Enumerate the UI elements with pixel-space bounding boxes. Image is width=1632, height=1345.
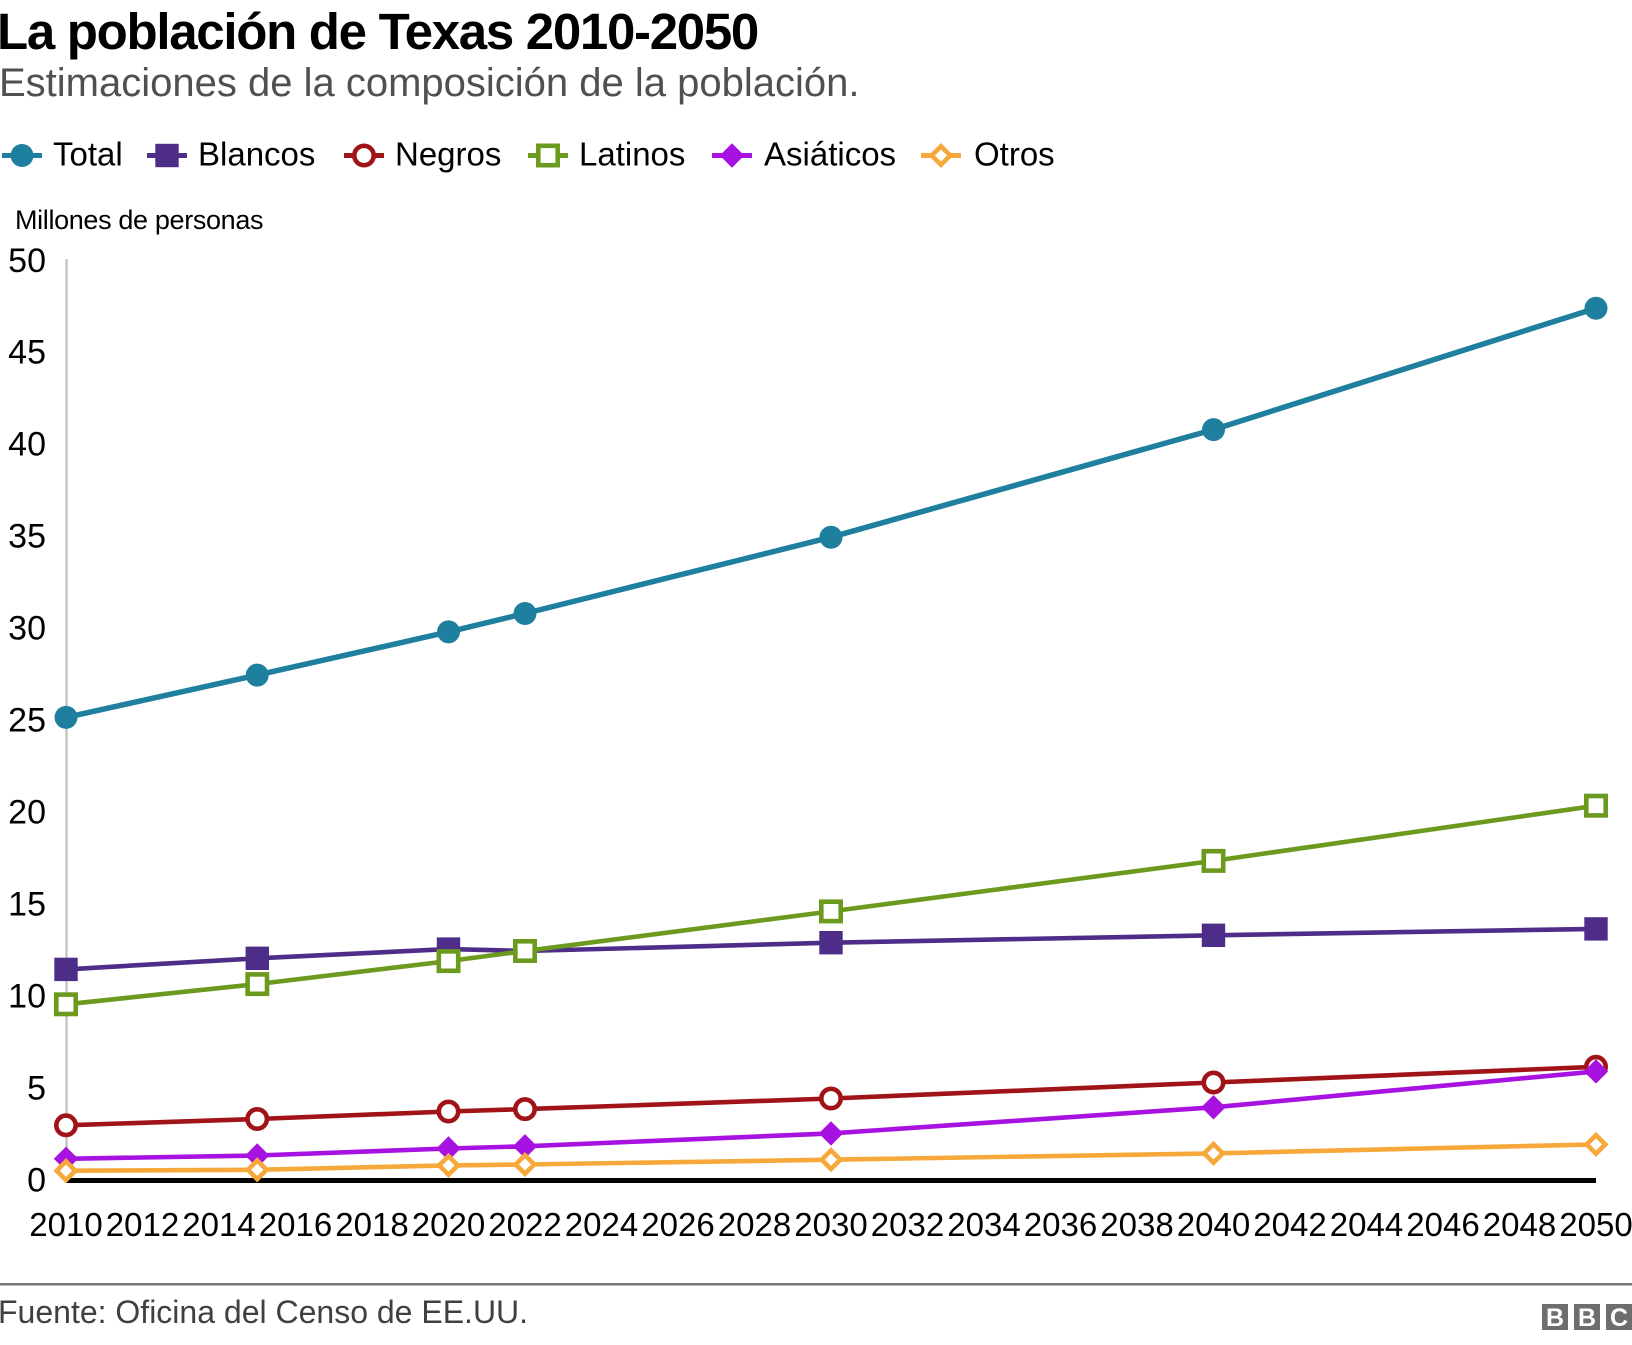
svg-text:Estimaciones de la composición: Estimaciones de la composición de la pob… <box>0 61 860 105</box>
svg-text:5: 5 <box>27 1069 46 1107</box>
svg-text:2012: 2012 <box>106 1206 179 1243</box>
svg-text:Blancos: Blancos <box>198 136 315 173</box>
svg-text:2040: 2040 <box>1177 1206 1250 1243</box>
svg-text:Fuente: Oficina del Censo de E: Fuente: Oficina del Censo de EE.UU. <box>0 1294 528 1330</box>
svg-text:2034: 2034 <box>947 1206 1020 1243</box>
svg-text:20: 20 <box>8 794 46 832</box>
svg-text:2022: 2022 <box>488 1206 561 1243</box>
svg-text:35: 35 <box>8 518 46 556</box>
svg-text:2038: 2038 <box>1100 1206 1173 1243</box>
svg-text:40: 40 <box>8 426 46 464</box>
svg-text:2018: 2018 <box>335 1206 408 1243</box>
svg-text:2030: 2030 <box>794 1206 867 1243</box>
svg-text:50: 50 <box>8 242 46 280</box>
svg-text:2026: 2026 <box>641 1206 714 1243</box>
svg-text:2028: 2028 <box>718 1206 791 1243</box>
svg-text:2036: 2036 <box>1024 1206 1097 1243</box>
svg-text:2044: 2044 <box>1330 1206 1403 1243</box>
svg-text:2046: 2046 <box>1406 1206 1479 1243</box>
svg-text:2048: 2048 <box>1483 1206 1556 1243</box>
svg-text:2042: 2042 <box>1253 1206 1326 1243</box>
svg-text:15: 15 <box>8 885 46 923</box>
svg-text:B: B <box>1578 1304 1596 1332</box>
svg-text:Negros: Negros <box>395 136 501 173</box>
svg-text:2020: 2020 <box>412 1206 485 1243</box>
svg-text:Millones de personas: Millones de personas <box>15 205 263 235</box>
svg-text:25: 25 <box>8 702 46 740</box>
svg-text:2032: 2032 <box>871 1206 944 1243</box>
svg-text:2050: 2050 <box>1559 1206 1632 1243</box>
svg-text:C: C <box>1610 1304 1628 1332</box>
svg-text:2016: 2016 <box>259 1206 332 1243</box>
svg-text:30: 30 <box>8 610 46 648</box>
svg-text:La población de Texas 2010-205: La población de Texas 2010-2050 <box>0 3 758 60</box>
svg-text:Total: Total <box>53 136 123 173</box>
svg-text:B: B <box>1546 1304 1564 1332</box>
svg-text:Asiáticos: Asiáticos <box>764 136 896 173</box>
svg-text:0: 0 <box>27 1161 46 1199</box>
svg-text:2024: 2024 <box>565 1206 638 1243</box>
svg-text:Latinos: Latinos <box>579 136 685 173</box>
svg-text:10: 10 <box>8 977 46 1015</box>
svg-text:2014: 2014 <box>182 1206 255 1243</box>
svg-text:Otros: Otros <box>974 136 1055 173</box>
svg-text:45: 45 <box>8 334 46 372</box>
svg-text:2010: 2010 <box>29 1206 102 1243</box>
